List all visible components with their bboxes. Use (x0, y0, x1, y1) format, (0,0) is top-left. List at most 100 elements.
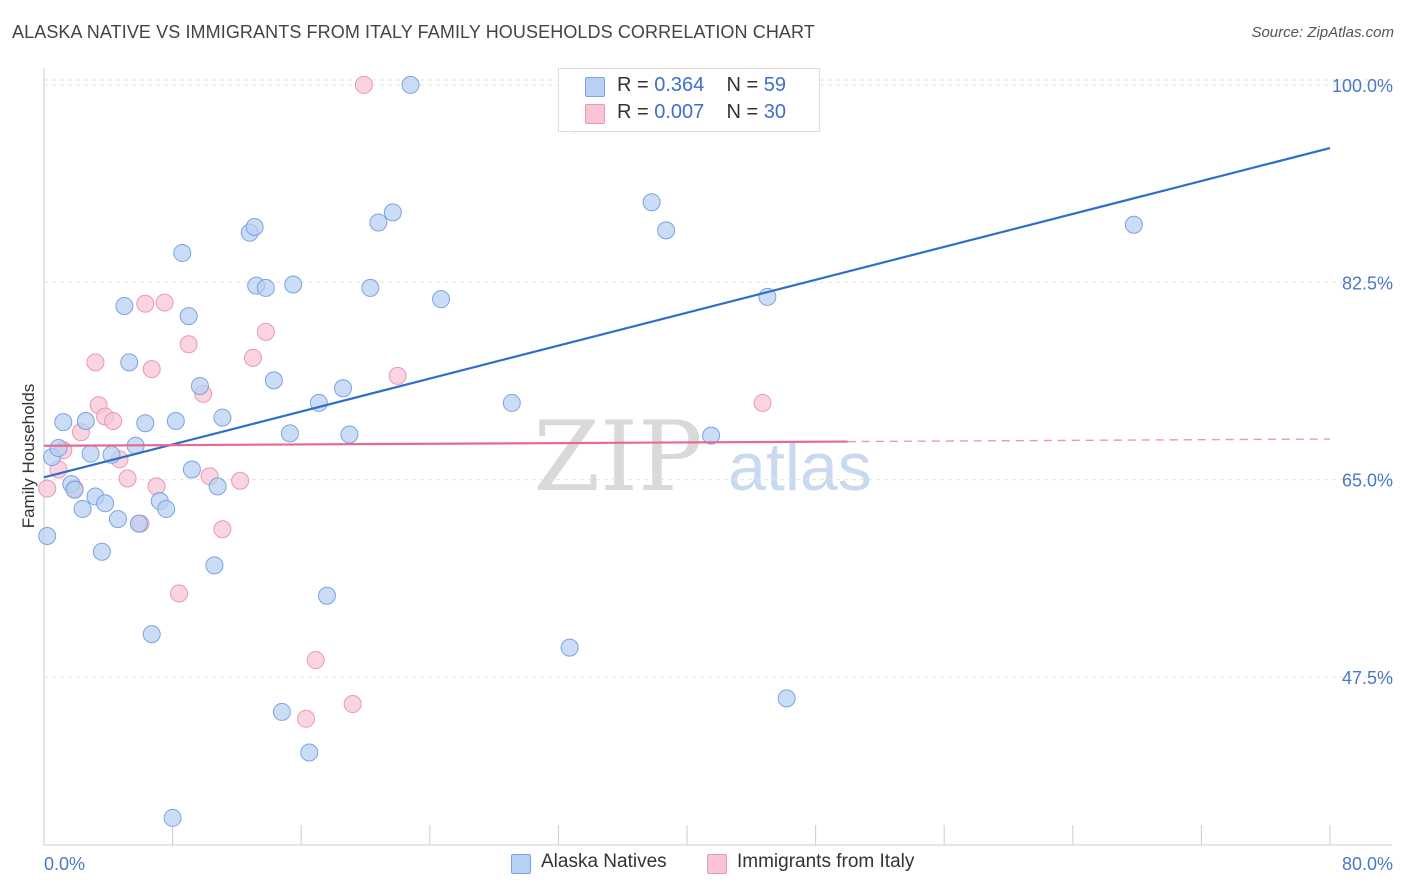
italy-point-20 (213, 520, 232, 539)
italy-points (38, 75, 772, 728)
italy-point-17 (179, 335, 198, 354)
alaska-point-8 (81, 444, 100, 463)
alaska-point-28 (205, 556, 224, 575)
italy-point-25 (306, 651, 325, 670)
alaska-point-17 (129, 514, 148, 533)
italy-point-24 (297, 709, 316, 728)
alaska-point-32 (245, 218, 264, 237)
watermark: ZIP atlas (533, 401, 871, 513)
alaska-point-24 (173, 243, 192, 262)
alaska-point-50 (560, 638, 579, 657)
legend-swatch-alaska (585, 77, 605, 97)
y-tick-label-0: 47.5% (1342, 668, 1393, 688)
alaska-point-19 (142, 625, 161, 644)
alaska-point-27 (190, 377, 209, 396)
legend-r-alaska: 0.364 (654, 74, 705, 96)
trend-lines (43, 147, 1331, 479)
alaska-point-21 (157, 499, 176, 518)
alaska-point-10 (92, 542, 111, 561)
alaska-point-30 (213, 408, 232, 427)
alaska-point-46 (383, 203, 402, 222)
legend-r-italy: 0.007 (654, 101, 705, 123)
italy-point-26 (343, 695, 362, 714)
alaska-point-38 (284, 275, 303, 294)
alaska-point-36 (272, 702, 291, 721)
legend-r-label: R = (617, 101, 649, 123)
alaska-point-13 (108, 510, 127, 529)
alaska-point-58 (1124, 215, 1143, 234)
alaska-point-23 (166, 411, 185, 430)
alaska-point-3 (54, 413, 73, 432)
watermark-atlas: atlas (728, 429, 872, 505)
alaska-point-47 (401, 75, 420, 94)
italy-point-15 (155, 293, 174, 312)
italy-point-29 (753, 393, 772, 412)
alaska-point-54 (702, 426, 721, 445)
y-tick-label-3: 100.0% (1332, 76, 1393, 96)
y-tick-label-2: 82.5% (1342, 273, 1393, 293)
y-tick-label-1: 65.0% (1342, 471, 1393, 491)
italy-point-0 (38, 479, 57, 498)
italy-trend-line (43, 440, 848, 447)
alaska-point-26 (182, 460, 201, 479)
italy-point-23 (256, 322, 275, 341)
alaska-point-35 (264, 371, 283, 390)
italy-point-22 (243, 348, 262, 367)
italy-point-10 (118, 469, 137, 488)
alaska-point-43 (340, 425, 359, 444)
tick-labels: 47.5% 65.0% 82.5% 100.0% 0.0% 80.0% (44, 76, 1393, 874)
alaska-point-22 (163, 808, 182, 827)
legend-n-label: N = (726, 101, 759, 123)
alaska-point-49 (502, 393, 521, 412)
alaska-point-18 (136, 414, 155, 433)
alaska-point-42 (333, 379, 352, 398)
legend-swatch-italy-bottom (707, 854, 727, 874)
alaska-trend-line (43, 147, 1331, 479)
chart-title: ALASKA NATIVE VS IMMIGRANTS FROM ITALY F… (12, 22, 815, 42)
alaska-point-0 (38, 527, 57, 546)
x-tick-label-1: 80.0% (1342, 854, 1393, 874)
alaska-point-52 (642, 193, 661, 212)
legend-n-label: N = (726, 74, 759, 96)
italy-point-16 (170, 584, 189, 603)
italy-point-8 (104, 411, 123, 430)
italy-point-12 (136, 294, 155, 313)
legend-r-label: R = (617, 74, 649, 96)
legend-swatch-alaska-bottom (511, 854, 531, 874)
alaska-point-41 (317, 586, 336, 605)
legend-swatch-italy (585, 104, 605, 124)
x-tick-label-0: 0.0% (44, 854, 85, 874)
alaska-point-37 (280, 424, 299, 443)
y-axis-label: Family Households (19, 384, 38, 529)
italy-point-27 (354, 75, 373, 94)
alaska-point-39 (300, 743, 319, 762)
alaska-point-29 (208, 477, 227, 496)
alaska-point-48 (432, 290, 451, 309)
legend-label-alaska: Alaska Natives (541, 851, 667, 872)
grid (44, 79, 1392, 678)
alaska-point-25 (179, 307, 198, 326)
italy-point-28 (388, 366, 407, 385)
italy-point-14 (147, 477, 166, 496)
alaska-point-53 (657, 221, 676, 240)
watermark-zip: ZIP (533, 401, 702, 513)
italy-trend-line-dashed (847, 438, 1331, 443)
alaska-point-14 (115, 296, 134, 315)
alaska-point-15 (120, 353, 139, 372)
alaska-point-45 (369, 213, 388, 232)
alaska-point-44 (361, 278, 380, 297)
alaska-point-34 (256, 278, 275, 297)
alaska-point-7 (76, 411, 95, 430)
legend-label-italy: Immigrants from Italy (737, 851, 915, 872)
legend-n-alaska: 59 (763, 74, 787, 96)
legend-n-italy: 30 (763, 101, 787, 123)
italy-point-13 (142, 360, 161, 379)
alaska-point-11 (96, 494, 115, 513)
italy-point-21 (231, 471, 250, 490)
stats-legend: R = 0.364 N = 59 R = 0.007 N = 30 (558, 68, 820, 132)
alaska-point-6 (73, 499, 92, 518)
alaska-point-2 (49, 439, 68, 458)
source-note: Source: ZipAtlas.com (1251, 24, 1394, 41)
alaska-point-5 (65, 480, 84, 499)
series-legend: Alaska Natives Immigrants from Italy (0, 851, 1406, 879)
